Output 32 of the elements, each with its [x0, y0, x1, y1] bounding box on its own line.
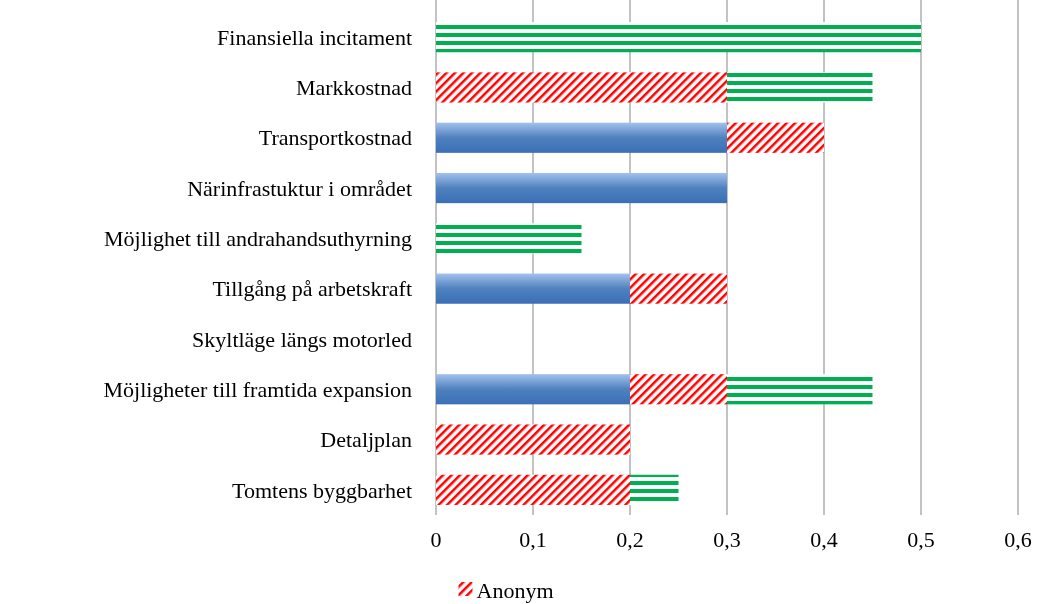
- bar: [436, 424, 630, 455]
- legend-label: Anonym: [476, 577, 554, 603]
- bar: [630, 273, 727, 304]
- y-tick-label: Närinfrastuktur i området: [187, 175, 412, 201]
- y-tick-label: Tomtens byggbarhet: [232, 477, 412, 503]
- bar: [436, 22, 921, 53]
- x-tick-label: 0,5: [907, 527, 935, 552]
- y-tick-label: Markkostnad: [295, 75, 412, 101]
- x-tick-label: 0,3: [713, 527, 741, 552]
- bar: [436, 122, 727, 153]
- bar: [630, 374, 727, 405]
- bar: [436, 172, 727, 204]
- y-tick-label: Tillgång på arbetskraft: [212, 276, 412, 302]
- y-tick-label: Möjligheter till framtida expansion: [103, 376, 412, 402]
- bar: [436, 374, 630, 405]
- y-tick-label: Möjlighet till andrahandsuthyrning: [104, 226, 412, 252]
- bar: [436, 474, 630, 505]
- bar: [727, 72, 873, 103]
- y-tick-label: Skyltläge längs motorled: [192, 326, 412, 352]
- bar: [436, 223, 582, 254]
- bar: [436, 273, 630, 304]
- x-tick-label: 0,4: [810, 527, 838, 552]
- y-tick-label: Finansiella incitament: [217, 24, 412, 50]
- x-tick-label: 0,1: [519, 527, 547, 552]
- bar: [436, 72, 727, 103]
- x-tick-label: 0,2: [616, 527, 644, 552]
- y-tick-label: Transportkostnad: [258, 125, 412, 151]
- x-tick-label: 0,6: [1004, 527, 1032, 552]
- bar: [727, 374, 873, 405]
- y-tick-label: Detaljplan: [320, 427, 412, 453]
- bar: [727, 122, 824, 153]
- x-tick-label: 0: [430, 527, 442, 552]
